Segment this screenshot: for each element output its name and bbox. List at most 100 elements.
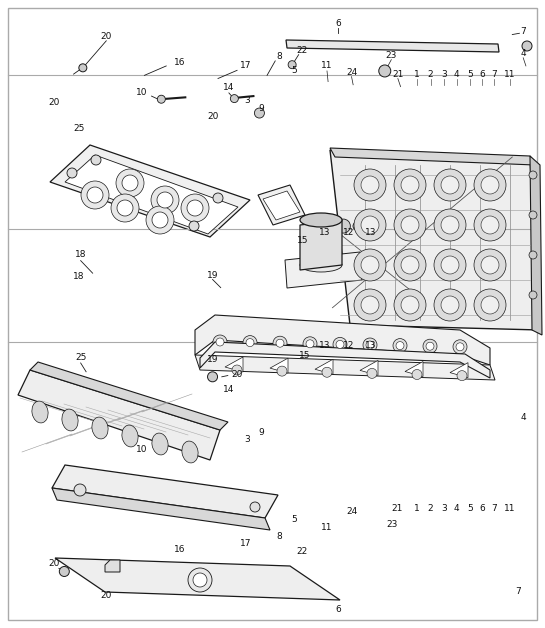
Circle shape	[529, 291, 537, 299]
Circle shape	[81, 181, 109, 209]
Circle shape	[276, 339, 284, 347]
Text: 25: 25	[74, 124, 84, 133]
Polygon shape	[52, 488, 270, 530]
Text: 10: 10	[136, 445, 148, 454]
Circle shape	[474, 289, 506, 321]
Ellipse shape	[32, 401, 48, 423]
Text: 6: 6	[480, 504, 485, 513]
Text: 15: 15	[299, 351, 311, 360]
Polygon shape	[30, 362, 228, 430]
Circle shape	[401, 296, 419, 314]
Circle shape	[441, 296, 459, 314]
Text: 3: 3	[441, 70, 447, 78]
Circle shape	[453, 340, 467, 354]
Text: 14: 14	[223, 84, 234, 92]
Text: 20: 20	[101, 32, 112, 41]
Text: 20: 20	[49, 98, 60, 107]
Text: 14: 14	[223, 385, 234, 394]
Text: 24: 24	[346, 507, 357, 516]
Polygon shape	[258, 185, 305, 225]
Text: 9: 9	[259, 428, 264, 436]
Circle shape	[216, 338, 224, 346]
Circle shape	[67, 168, 77, 178]
Text: 4: 4	[454, 504, 459, 513]
Circle shape	[152, 212, 168, 228]
Circle shape	[189, 221, 199, 231]
Circle shape	[401, 216, 419, 234]
Circle shape	[434, 249, 466, 281]
Circle shape	[273, 336, 287, 350]
Text: 13: 13	[365, 228, 377, 237]
Text: 10: 10	[136, 89, 148, 97]
Ellipse shape	[300, 213, 342, 227]
Circle shape	[111, 194, 139, 222]
Text: 17: 17	[239, 539, 251, 548]
Text: 20: 20	[49, 560, 60, 568]
Polygon shape	[315, 359, 333, 374]
Text: 19: 19	[207, 271, 219, 279]
Text: 16: 16	[174, 58, 186, 67]
Polygon shape	[286, 40, 499, 52]
Circle shape	[79, 64, 87, 72]
Circle shape	[379, 65, 391, 77]
Polygon shape	[195, 315, 490, 365]
Text: 18: 18	[73, 272, 85, 281]
Text: 13: 13	[318, 228, 330, 237]
Circle shape	[87, 187, 103, 203]
Text: 24: 24	[346, 68, 357, 77]
Circle shape	[187, 200, 203, 216]
Text: 18: 18	[75, 250, 87, 259]
Ellipse shape	[122, 425, 138, 447]
Text: 8: 8	[276, 52, 282, 61]
Text: 21: 21	[391, 504, 402, 513]
Text: 2: 2	[428, 504, 433, 513]
Circle shape	[333, 337, 347, 352]
Ellipse shape	[152, 433, 168, 455]
Text: 1: 1	[414, 70, 420, 78]
Circle shape	[481, 296, 499, 314]
Circle shape	[366, 341, 374, 349]
Circle shape	[474, 249, 506, 281]
Circle shape	[151, 186, 179, 214]
Polygon shape	[55, 558, 340, 600]
Text: 16: 16	[174, 545, 186, 554]
Circle shape	[361, 176, 379, 194]
Circle shape	[354, 289, 386, 321]
Circle shape	[246, 338, 254, 347]
Circle shape	[481, 216, 499, 234]
Text: 4: 4	[520, 49, 526, 58]
Circle shape	[354, 249, 386, 281]
Circle shape	[401, 256, 419, 274]
Circle shape	[306, 340, 314, 348]
Polygon shape	[270, 358, 288, 373]
Circle shape	[158, 95, 165, 103]
Text: 23: 23	[387, 520, 398, 529]
Polygon shape	[530, 156, 542, 335]
Circle shape	[255, 108, 264, 118]
Circle shape	[122, 175, 138, 191]
Circle shape	[317, 222, 326, 232]
Circle shape	[361, 296, 379, 314]
Text: 19: 19	[207, 355, 219, 364]
Circle shape	[474, 209, 506, 241]
Circle shape	[529, 171, 537, 179]
Circle shape	[146, 206, 174, 234]
Circle shape	[188, 568, 212, 592]
Polygon shape	[360, 360, 378, 376]
Polygon shape	[195, 355, 495, 380]
Text: 12: 12	[343, 228, 354, 237]
Circle shape	[208, 372, 217, 382]
Text: 21: 21	[392, 70, 403, 78]
Circle shape	[426, 342, 434, 350]
Text: 20: 20	[101, 591, 112, 600]
Text: 5: 5	[467, 504, 473, 513]
Text: 17: 17	[239, 62, 251, 70]
Circle shape	[441, 216, 459, 234]
Text: 3: 3	[441, 504, 447, 513]
Circle shape	[336, 340, 344, 349]
Circle shape	[412, 369, 422, 379]
Polygon shape	[285, 252, 362, 288]
Text: 4: 4	[454, 70, 459, 78]
Circle shape	[481, 256, 499, 274]
Polygon shape	[330, 150, 540, 330]
